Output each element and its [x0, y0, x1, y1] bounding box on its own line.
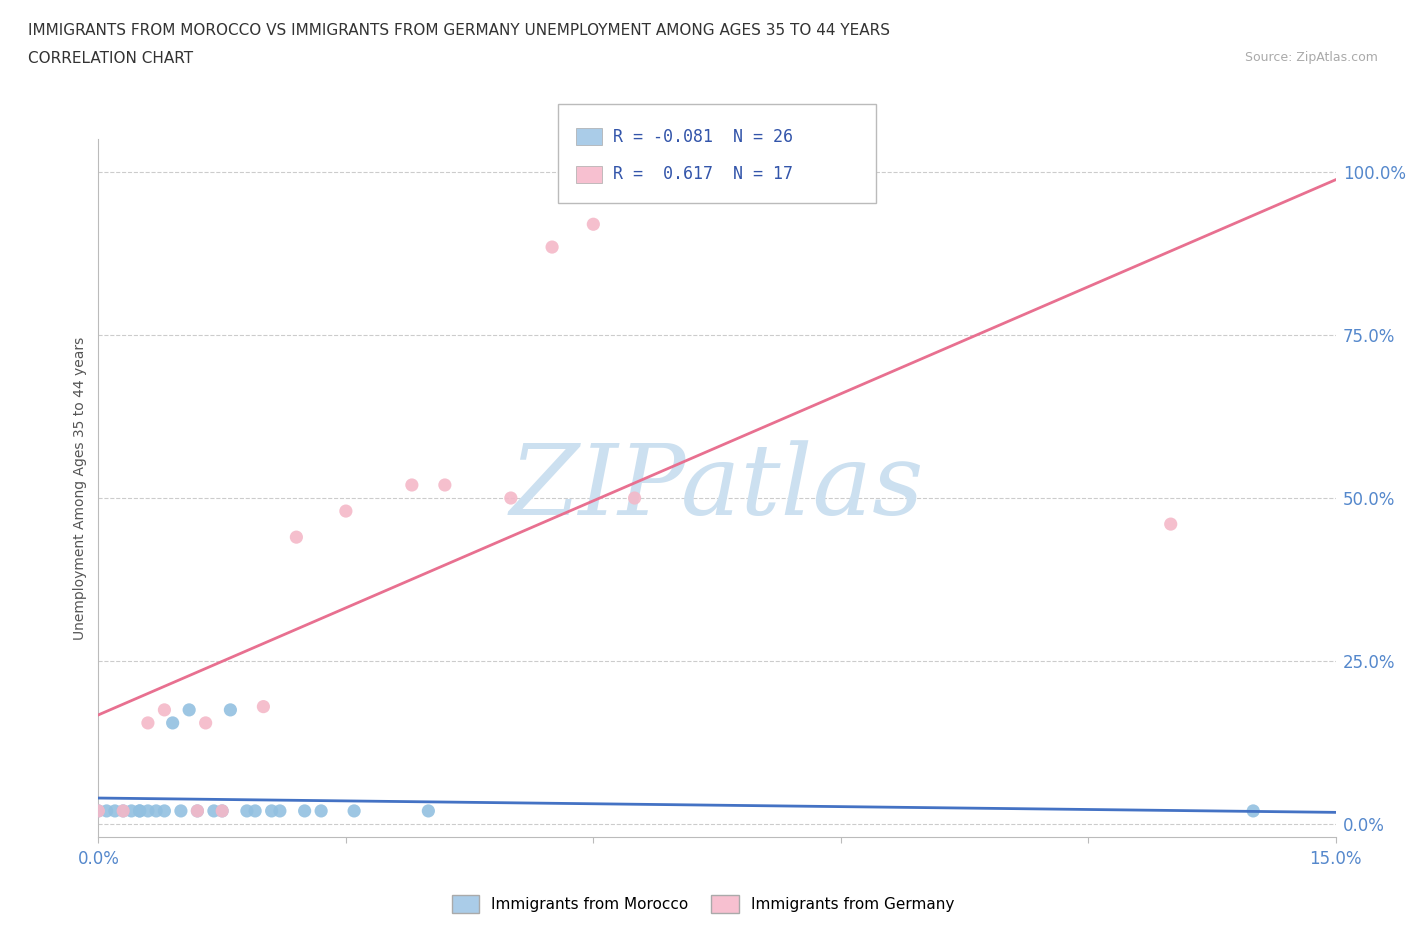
Text: ZIPatlas: ZIPatlas: [510, 441, 924, 536]
Point: [186, 804, 208, 818]
Point: [87, 804, 110, 818]
Point: [236, 804, 259, 818]
Point: [202, 804, 225, 818]
Point: [128, 804, 150, 818]
Point: [179, 702, 201, 717]
Point: [219, 702, 242, 717]
Point: [96, 804, 118, 818]
Point: [104, 804, 127, 818]
Point: [112, 804, 135, 818]
Point: [269, 804, 291, 818]
Point: [401, 477, 423, 492]
Point: [120, 804, 142, 818]
Legend: Immigrants from Morocco, Immigrants from Germany: Immigrants from Morocco, Immigrants from…: [451, 896, 955, 913]
Point: [623, 491, 645, 506]
Point: [582, 217, 605, 232]
Text: Source: ZipAtlas.com: Source: ZipAtlas.com: [1244, 51, 1378, 64]
Text: R = -0.081  N = 26: R = -0.081 N = 26: [613, 127, 793, 146]
Point: [194, 715, 217, 730]
Point: [433, 477, 456, 492]
Point: [211, 804, 233, 818]
Point: [1160, 517, 1182, 532]
Point: [285, 530, 308, 545]
Point: [260, 804, 283, 818]
Point: [136, 715, 159, 730]
Y-axis label: Unemployment Among Ages 35 to 44 years: Unemployment Among Ages 35 to 44 years: [73, 337, 87, 640]
Point: [112, 804, 135, 818]
Point: [343, 804, 366, 818]
Point: [153, 702, 176, 717]
Point: [153, 804, 176, 818]
Point: [170, 804, 193, 818]
Text: R =  0.617  N = 17: R = 0.617 N = 17: [613, 166, 793, 183]
Point: [87, 804, 110, 818]
Point: [335, 504, 357, 519]
Text: CORRELATION CHART: CORRELATION CHART: [28, 51, 193, 66]
Point: [1241, 804, 1264, 818]
Point: [243, 804, 266, 818]
Point: [418, 804, 440, 818]
Point: [211, 804, 233, 818]
Point: [309, 804, 332, 818]
Point: [186, 804, 208, 818]
Point: [128, 804, 150, 818]
Point: [541, 240, 564, 255]
Point: [499, 491, 522, 506]
Point: [252, 699, 274, 714]
Point: [136, 804, 159, 818]
Text: IMMIGRANTS FROM MOROCCO VS IMMIGRANTS FROM GERMANY UNEMPLOYMENT AMONG AGES 35 TO: IMMIGRANTS FROM MOROCCO VS IMMIGRANTS FR…: [28, 23, 890, 38]
Point: [162, 715, 184, 730]
Point: [294, 804, 316, 818]
Point: [145, 804, 167, 818]
